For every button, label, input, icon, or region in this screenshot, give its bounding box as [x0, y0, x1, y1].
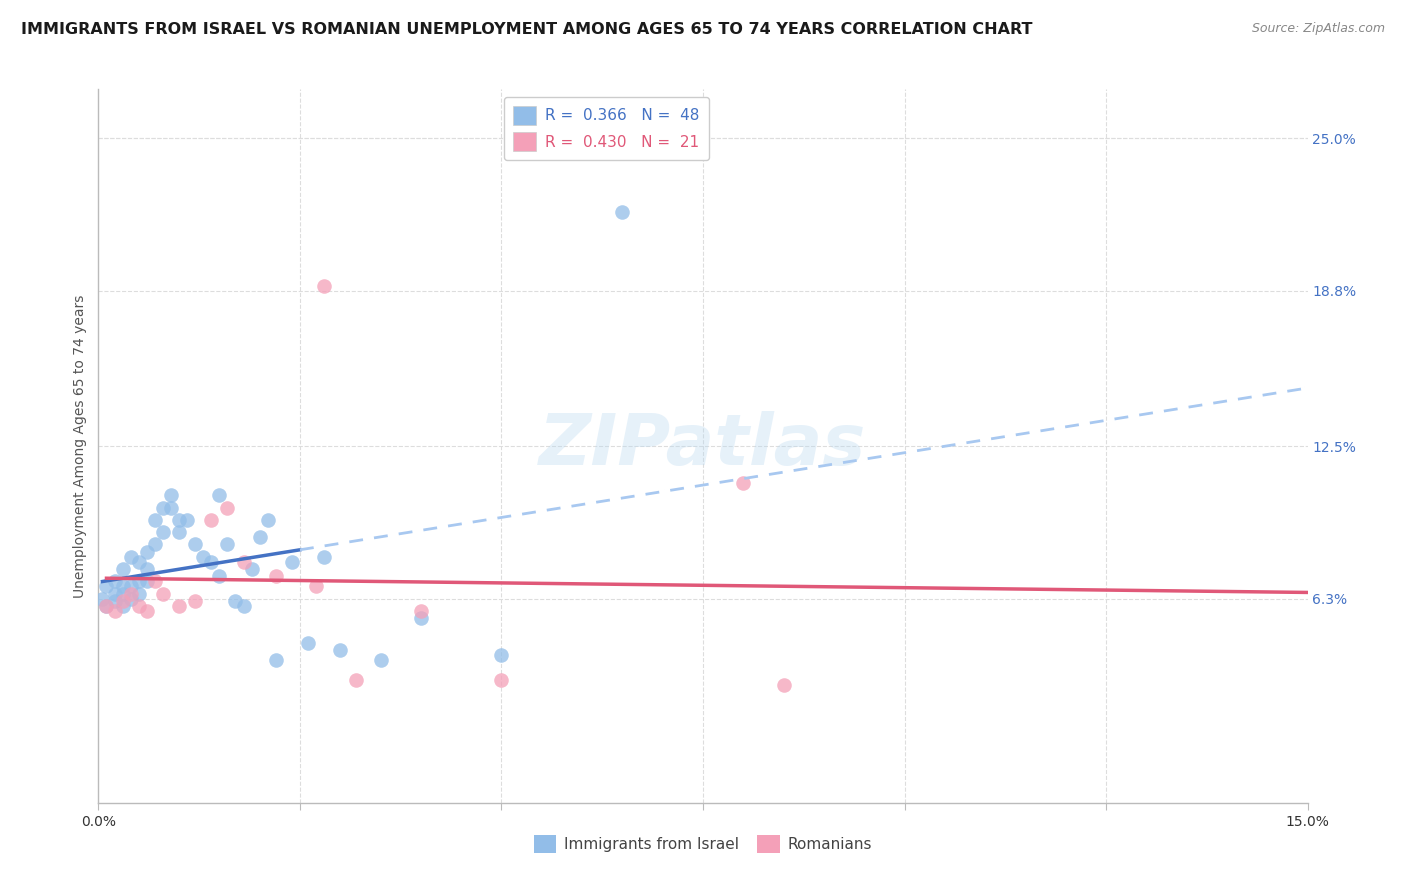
Point [103, 604, 125, 618]
Point [96, 599, 118, 613]
Point [200, 555, 222, 569]
Point [128, 599, 150, 613]
Point [176, 513, 198, 527]
Point [208, 488, 231, 502]
Point [733, 475, 755, 490]
Point [160, 500, 183, 515]
Point [128, 555, 150, 569]
Point [103, 587, 125, 601]
Point [184, 594, 207, 608]
Point [167, 525, 190, 540]
Point [143, 537, 166, 551]
Point [217, 537, 239, 551]
Text: IMMIGRANTS FROM ISRAEL VS ROMANIAN UNEMPLOYMENT AMONG AGES 65 TO 74 YEARS CORREL: IMMIGRANTS FROM ISRAEL VS ROMANIAN UNEMP… [21, 22, 1032, 37]
Point [772, 678, 794, 692]
Point [224, 594, 246, 608]
Point [314, 279, 336, 293]
Point [612, 205, 634, 219]
Point [111, 594, 134, 608]
Point [297, 636, 319, 650]
Point [344, 673, 367, 687]
Point [111, 562, 134, 576]
Point [128, 587, 150, 601]
Point [111, 599, 134, 613]
Y-axis label: Unemployment Among Ages 65 to 74 years: Unemployment Among Ages 65 to 74 years [73, 294, 87, 598]
Point [409, 604, 432, 618]
Text: Source: ZipAtlas.com: Source: ZipAtlas.com [1251, 22, 1385, 36]
Point [200, 513, 222, 527]
Point [96, 579, 118, 593]
Point [103, 574, 125, 589]
Point [208, 569, 231, 583]
Point [491, 673, 513, 687]
Point [152, 525, 174, 540]
Point [135, 545, 157, 559]
Point [249, 530, 271, 544]
Point [167, 513, 190, 527]
Point [120, 549, 142, 564]
Point [256, 513, 278, 527]
Point [264, 653, 287, 667]
Point [111, 587, 134, 601]
Point [103, 594, 125, 608]
Point [305, 579, 328, 593]
Point [143, 513, 166, 527]
Point [160, 488, 183, 502]
Point [120, 579, 142, 593]
Point [370, 653, 392, 667]
Point [217, 500, 239, 515]
Point [111, 579, 134, 593]
Point [120, 591, 142, 606]
Point [135, 574, 157, 589]
Point [491, 648, 513, 662]
Point [128, 574, 150, 589]
Point [143, 574, 166, 589]
Point [152, 500, 174, 515]
Point [240, 562, 263, 576]
Point [184, 537, 207, 551]
Point [264, 569, 287, 583]
Point [329, 643, 352, 657]
Point [96, 599, 118, 613]
Point [152, 587, 174, 601]
Point [232, 555, 254, 569]
Point [167, 599, 190, 613]
Point [135, 604, 157, 618]
Point [232, 599, 254, 613]
Point [281, 555, 304, 569]
Point [409, 611, 432, 625]
Point [193, 549, 215, 564]
Point [314, 549, 336, 564]
Point [120, 587, 142, 601]
Text: ZIPatlas: ZIPatlas [540, 411, 866, 481]
Point [91, 591, 114, 606]
Legend: Immigrants from Israel, Romanians: Immigrants from Israel, Romanians [527, 829, 879, 859]
Point [135, 562, 157, 576]
